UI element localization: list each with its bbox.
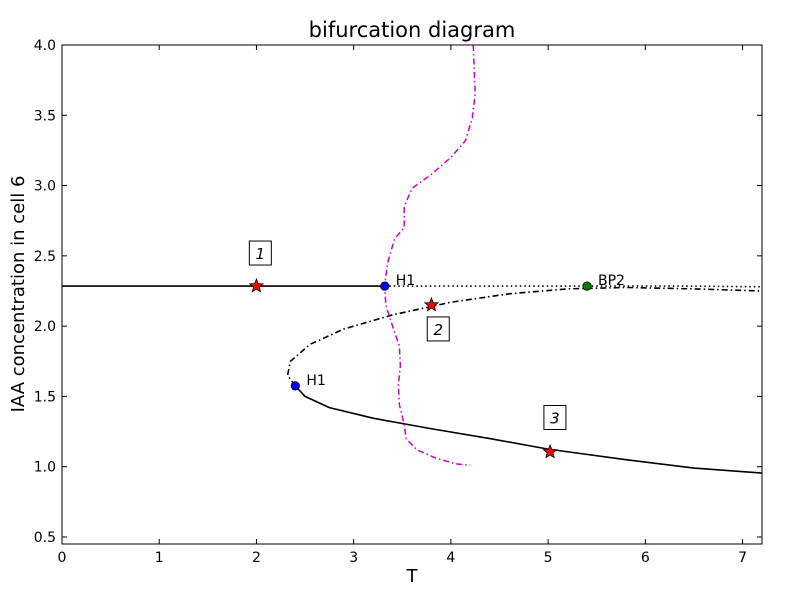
y-tick-label: 2.0 bbox=[34, 319, 56, 335]
special-point-label: BP2 bbox=[598, 273, 625, 289]
x-tick-label: 0 bbox=[58, 550, 67, 566]
special-point-bp2 bbox=[582, 281, 592, 291]
marker-label-2: 2 bbox=[433, 321, 443, 339]
marker-label-box bbox=[426, 316, 450, 342]
x-tick-label: 7 bbox=[738, 550, 747, 566]
x-tick-label: 3 bbox=[349, 550, 358, 566]
series-group bbox=[62, 45, 762, 474]
special-point-label: H1 bbox=[396, 273, 415, 289]
plot-area: 0 1 2 3 4 5 6 7 0.5 1.0 1.5 2.0 2.5 3.0 3.5 4.0 H1 BP2 H1 1… bbox=[34, 38, 763, 566]
marker-star-2 bbox=[423, 296, 440, 312]
x-tick-label: 5 bbox=[544, 550, 553, 566]
special-point-h1 bbox=[290, 381, 300, 391]
axes-frame bbox=[61, 44, 763, 545]
series-line-1 bbox=[384, 285, 762, 288]
y-tick-label: 3.5 bbox=[34, 108, 56, 124]
x-tick-label: 4 bbox=[446, 550, 455, 566]
x-tick-label: 2 bbox=[252, 550, 261, 566]
marker-label-1: 1 bbox=[256, 245, 266, 263]
series-line-4 bbox=[384, 45, 476, 467]
y-tick-label: 1.0 bbox=[34, 460, 56, 476]
y-tick-label: 1.5 bbox=[34, 389, 56, 405]
special-point-label: H1 bbox=[306, 373, 325, 389]
special-point-h1 bbox=[380, 281, 390, 291]
series-line-3 bbox=[294, 385, 762, 474]
x-tick-label: 1 bbox=[155, 550, 164, 566]
marker-label-box bbox=[248, 240, 272, 266]
y-tick-label: 3.0 bbox=[34, 179, 56, 195]
x-tick-label: 6 bbox=[641, 550, 650, 566]
marker-label-3: 3 bbox=[550, 409, 560, 427]
marker-star-1 bbox=[248, 277, 265, 293]
y-tick-label: 2.5 bbox=[34, 249, 56, 265]
chart-title: bifurcation diagram bbox=[309, 18, 516, 42]
marker-label-box bbox=[543, 404, 567, 430]
series-line-2 bbox=[286, 286, 762, 387]
y-tick-label: 4.0 bbox=[34, 38, 56, 54]
marker-star-3 bbox=[542, 443, 558, 459]
x-axis-label: T bbox=[406, 566, 419, 587]
y-axis-label: IAA concentration in cell 6 bbox=[8, 176, 29, 413]
y-tick-label: 0.5 bbox=[34, 530, 56, 546]
